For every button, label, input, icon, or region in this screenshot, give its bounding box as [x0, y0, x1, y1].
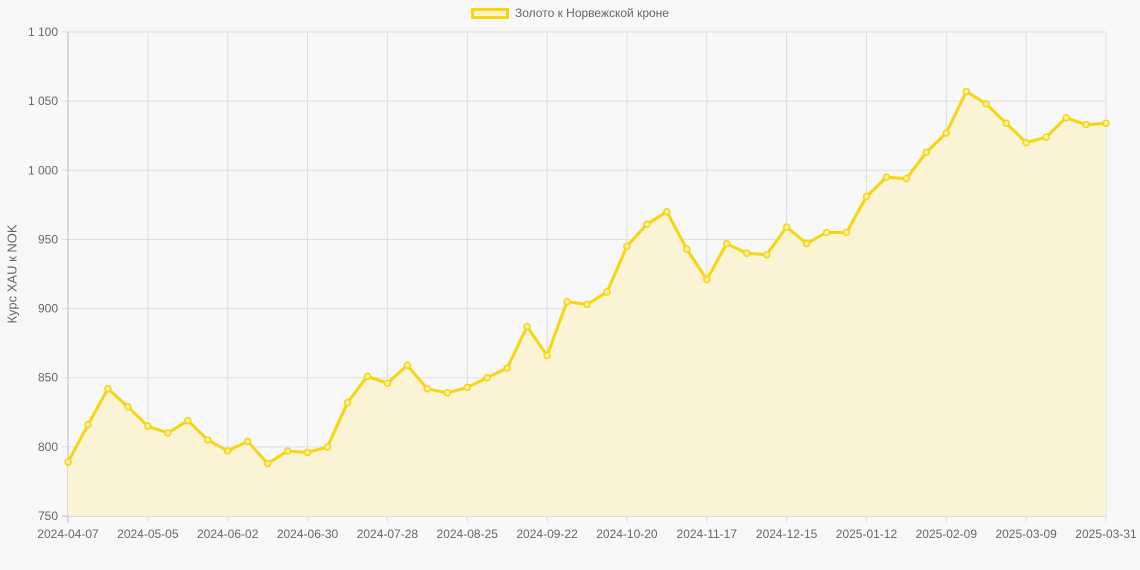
data-point[interactable]	[64, 458, 72, 466]
data-point[interactable]	[1002, 119, 1010, 128]
legend-swatch[interactable]	[471, 7, 509, 19]
data-point[interactable]	[683, 245, 691, 253]
data-point[interactable]	[942, 129, 951, 137]
data-point[interactable]	[403, 361, 412, 370]
data-point[interactable]	[243, 437, 252, 446]
data-point[interactable]	[1062, 113, 1070, 122]
data-point[interactable]	[303, 448, 312, 457]
x-tick-label: 2024-08-25	[437, 527, 499, 541]
x-tick-label: 2025-03-09	[995, 527, 1057, 541]
data-point[interactable]	[563, 297, 571, 306]
data-point[interactable]	[443, 389, 452, 397]
data-point[interactable]	[962, 87, 971, 96]
area-fill	[68, 91, 1106, 516]
data-point[interactable]	[383, 379, 392, 387]
x-tick-label: 2025-03-31	[1075, 527, 1137, 541]
data-point[interactable]	[263, 459, 272, 468]
x-tick-label: 2025-01-12	[836, 527, 898, 541]
data-point[interactable]	[543, 351, 551, 360]
data-point[interactable]	[104, 385, 112, 393]
data-point[interactable]	[742, 249, 751, 258]
data-point[interactable]	[483, 373, 491, 382]
y-tick-label: 1 050	[28, 94, 58, 108]
data-point[interactable]	[842, 228, 851, 237]
data-point[interactable]	[802, 239, 811, 248]
y-axis-ticks: 750 800 850 900 950 1 000 1 050 1 100	[28, 25, 58, 523]
y-tick-label: 850	[38, 371, 58, 385]
x-tick-label: 2024-12-15	[756, 527, 818, 541]
data-point[interactable]	[1042, 133, 1050, 141]
y-tick-label: 1 100	[28, 25, 58, 39]
data-point[interactable]	[323, 443, 332, 451]
data-point[interactable]	[423, 385, 432, 393]
x-tick-label: 2024-06-02	[197, 527, 259, 541]
data-point[interactable]	[124, 403, 132, 411]
data-point[interactable]	[643, 220, 651, 228]
y-tick-label: 950	[38, 232, 58, 246]
data-point[interactable]	[663, 208, 671, 216]
chart-legend: Золото к Норвежской кроне	[0, 6, 1140, 20]
data-point[interactable]	[144, 422, 152, 430]
data-point[interactable]	[164, 429, 172, 437]
x-tick-label: 2024-10-20	[596, 527, 658, 541]
data-point[interactable]	[922, 148, 931, 157]
data-point[interactable]	[862, 192, 871, 201]
x-tick-label: 2024-07-28	[357, 527, 419, 541]
data-point[interactable]	[1022, 138, 1030, 147]
legend-label[interactable]: Золото к Норвежской кроне	[515, 6, 669, 20]
data-point[interactable]	[762, 250, 771, 259]
data-point[interactable]	[523, 322, 531, 331]
data-point[interactable]	[184, 416, 192, 425]
data-point[interactable]	[503, 364, 511, 372]
y-tick-label: 1 000	[28, 163, 58, 177]
data-point[interactable]	[203, 436, 212, 444]
data-point[interactable]	[223, 447, 232, 455]
data-point[interactable]	[982, 100, 990, 108]
x-tick-label: 2024-05-05	[117, 527, 179, 541]
data-point[interactable]	[84, 420, 92, 429]
data-point[interactable]	[463, 383, 471, 392]
x-tick-label: 2024-09-22	[516, 527, 578, 541]
data-point[interactable]	[583, 300, 591, 309]
x-tick-label: 2025-02-09	[916, 527, 978, 541]
data-points	[64, 87, 1110, 468]
data-point[interactable]	[882, 173, 891, 181]
data-point[interactable]	[343, 398, 352, 407]
y-tick-label: 900	[38, 302, 58, 316]
data-point[interactable]	[283, 447, 292, 455]
data-point[interactable]	[363, 372, 372, 381]
data-point[interactable]	[822, 228, 831, 237]
data-point[interactable]	[623, 242, 631, 251]
y-tick-label: 750	[38, 509, 58, 523]
data-point[interactable]	[902, 174, 911, 183]
data-point[interactable]	[603, 288, 611, 296]
data-point[interactable]	[703, 275, 711, 284]
x-tick-label: 2024-04-07	[37, 527, 99, 541]
data-point[interactable]	[722, 239, 731, 248]
data-point[interactable]	[782, 223, 791, 231]
data-point[interactable]	[1102, 119, 1110, 128]
x-tick-label: 2024-06-30	[277, 527, 339, 541]
x-axis-ticks: 2024-04-07 2024-05-05 2024-06-02 2024-06-30…	[37, 527, 1137, 541]
x-tick-label: 2024-11-17	[677, 527, 738, 541]
data-point[interactable]	[1082, 120, 1090, 129]
y-tick-label: 800	[38, 440, 58, 454]
